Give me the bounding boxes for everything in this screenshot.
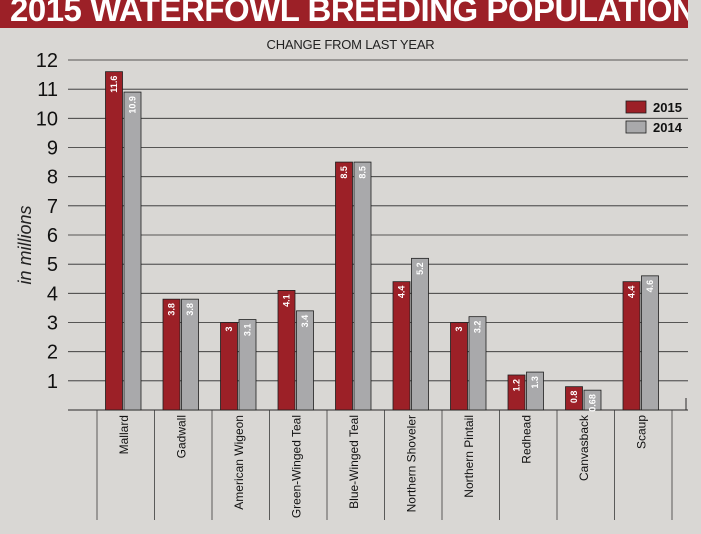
data-label: 0.68 <box>588 394 598 412</box>
bar-2014 <box>238 319 257 411</box>
x-tick-label: Blue-Winged Teal <box>347 415 361 509</box>
bar-2014 <box>468 316 487 411</box>
bar-2014 <box>583 389 602 411</box>
bar-2015 <box>220 322 238 411</box>
y-tick-label: 11 <box>37 79 58 101</box>
data-label: 1.3 <box>530 376 540 389</box>
x-tick-label: Northern Shoveler <box>404 415 418 512</box>
bar-2014 <box>526 371 544 411</box>
data-label: 3 <box>224 327 234 332</box>
x-tick-label: Gadwall <box>174 415 188 458</box>
y-tick-label: 1 <box>47 371 58 393</box>
y-axis-label: in millions <box>15 205 35 284</box>
data-label: 4.4 <box>397 286 407 299</box>
bar-2014 <box>353 161 372 411</box>
title-banner: 2015 WATERFOWL BREEDING POPULATION SURVE… <box>0 0 688 28</box>
data-label: 3.8 <box>167 303 177 316</box>
bar-2014 <box>641 275 659 411</box>
data-label: 10.9 <box>128 96 138 114</box>
bar-2014 <box>123 91 142 411</box>
data-label: 8.5 <box>358 166 368 179</box>
bar-2014 <box>296 310 314 411</box>
data-label: 1.2 <box>512 379 522 392</box>
x-tick-label: Mallard <box>117 415 131 454</box>
legend-label-2014: 2014 <box>653 120 683 135</box>
data-label: 11.6 <box>109 76 119 93</box>
bar-2015 <box>507 374 526 411</box>
x-tick-label: Canvasback <box>577 414 591 481</box>
data-label: 4.4 <box>627 286 637 299</box>
x-tick-label: Northern Pintail <box>462 415 476 498</box>
legend-label-2015: 2015 <box>653 100 682 115</box>
y-tick-label: 7 <box>47 196 58 218</box>
bar-2015 <box>622 281 641 411</box>
y-tick-label: 4 <box>47 283 58 305</box>
data-label: 5.2 <box>415 262 425 275</box>
bar-2015 <box>450 322 468 411</box>
y-tick-label: 8 <box>47 167 58 189</box>
legend-swatch-2014 <box>625 120 647 134</box>
data-label: 3.4 <box>300 315 310 328</box>
x-tick-label: American Wigeon <box>232 415 246 510</box>
data-label: 4.6 <box>645 280 655 293</box>
bar-2015 <box>105 71 123 411</box>
data-label: 4.1 <box>282 294 292 307</box>
bar-2015 <box>162 298 181 411</box>
bar-2015 <box>335 161 353 411</box>
data-label: 3.1 <box>243 324 253 337</box>
data-label: 8.5 <box>339 166 349 179</box>
x-tick-label: Scaup <box>634 415 648 449</box>
chart-title: 2015 WATERFOWL BREEDING POPULATION SURVE… <box>10 0 688 28</box>
data-label: 3.2 <box>473 321 483 334</box>
data-label: 3.8 <box>185 303 195 316</box>
y-tick-label: 3 <box>47 313 58 335</box>
bar-2015 <box>565 386 583 411</box>
y-tick-label: 9 <box>47 138 58 160</box>
y-tick-label: 2 <box>47 342 58 364</box>
y-tick-label: 12 <box>36 50 58 72</box>
x-tick-label: Green-Winged Teal <box>289 415 303 518</box>
bar-2015 <box>277 290 296 411</box>
bar-2014 <box>411 257 429 411</box>
bar-2015 <box>392 281 411 411</box>
y-tick-label: 5 <box>47 254 58 276</box>
y-tick-label: 10 <box>36 108 58 130</box>
y-tick-label: 6 <box>47 225 58 247</box>
data-label: 3 <box>454 327 464 332</box>
legend-swatch-2015 <box>625 100 647 114</box>
chart-subtitle: CHANGE FROM LAST YEAR <box>266 37 435 52</box>
x-tick-label: Redhead <box>519 415 533 464</box>
data-label: 0.8 <box>569 391 579 404</box>
bar-2014 <box>181 298 199 411</box>
